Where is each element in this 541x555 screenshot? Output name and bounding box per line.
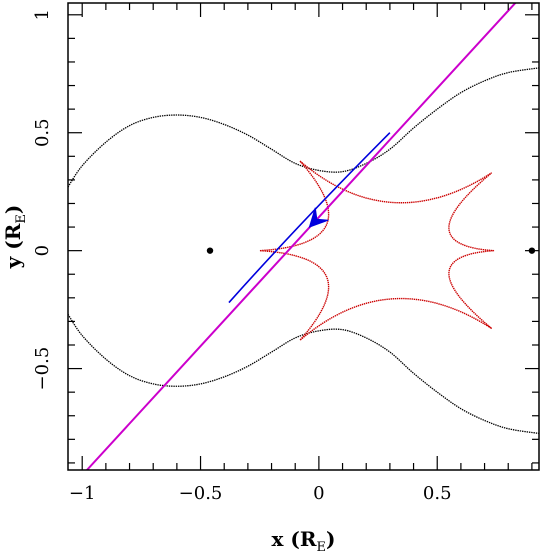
light-curve-track (228, 132, 391, 304)
critical-curve-lower (68, 313, 539, 435)
y-tick-label: 0.5 (32, 118, 53, 147)
x-axis-label-prefix: x (R (272, 527, 317, 551)
y-axis-label: y (RE) (1, 205, 29, 270)
track-arrow-head (308, 207, 329, 228)
plot-content (68, 3, 539, 470)
x-tick-label: −1 (69, 483, 96, 504)
tick-labels: −1 −0.5 0 0.5 −0.5 0 0.5 1 (32, 9, 452, 504)
source-trajectory-line (86, 3, 517, 470)
y-axis-label-suffix: ) (1, 205, 25, 214)
x-axis-label-sub: E (317, 540, 327, 555)
y-axis-label-sub: E (14, 214, 29, 224)
critical-curve-upper (68, 67, 539, 188)
y-axis-label-prefix: y (R (1, 223, 25, 269)
y-tick-label: 1 (32, 9, 53, 20)
y-tick-label: −0.5 (32, 347, 53, 391)
x-tick-label: 0 (313, 483, 324, 504)
x-axis-label-suffix: ) (326, 527, 335, 551)
plot-frame (67, 2, 540, 471)
x-tick-label: 0.5 (423, 483, 452, 504)
lens-point-1 (206, 247, 214, 254)
x-tick-label: −0.5 (179, 483, 223, 504)
y-tick-label: 0 (32, 245, 53, 256)
axis-ticks (68, 3, 539, 470)
caustic-curve (259, 160, 495, 341)
x-axis-label: x (RE) (272, 527, 336, 555)
